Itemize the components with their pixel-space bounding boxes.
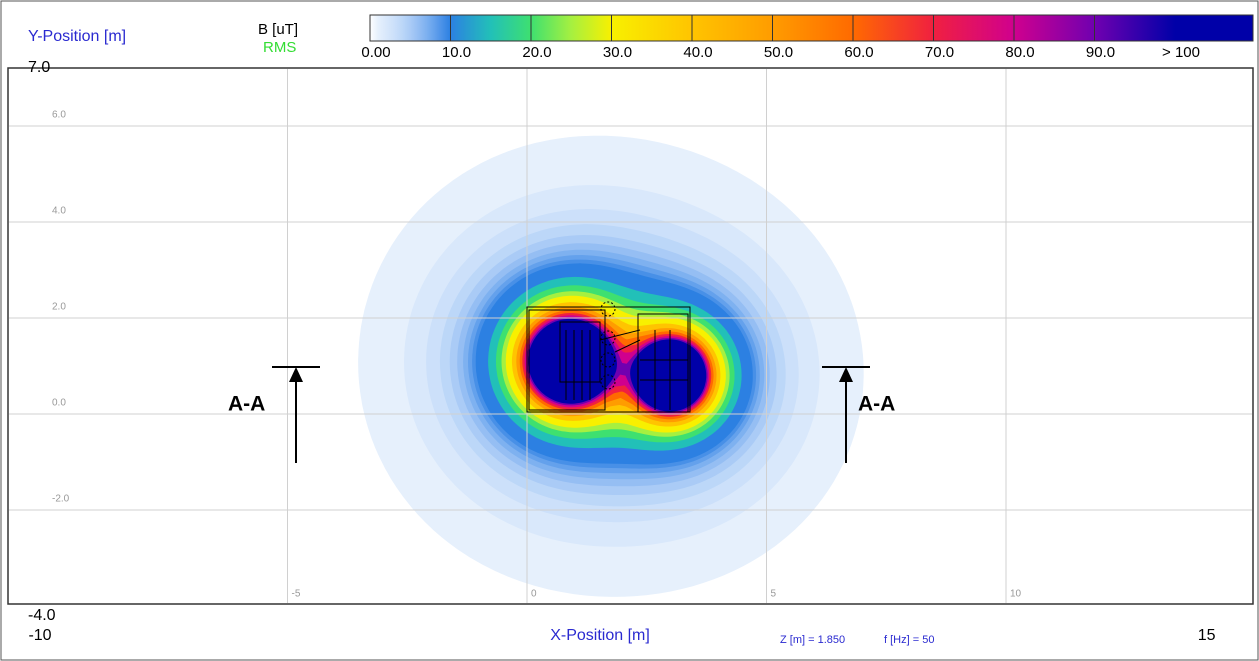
colorbar-tick-label: 50.0 [764, 44, 793, 61]
colorbar-tick-label: 60.0 [844, 44, 873, 61]
y-tick-label: -4.0 [28, 607, 56, 624]
colorbar-tick-label: 20.0 [522, 44, 551, 61]
colorbar-tick-label: 10.0 [442, 44, 471, 61]
y-tick-label: -2.0 [52, 494, 70, 505]
section-label: A-A [858, 393, 895, 416]
z-annotation: Z [m] = 1.850 [780, 634, 845, 646]
x-tick-label: 5 [771, 589, 777, 600]
x-axis-label: X-Position [m] [550, 627, 650, 644]
y-tick-label: 7.0 [28, 59, 50, 76]
equipment [526, 301, 691, 413]
y-tick-label: 0.0 [52, 398, 66, 409]
section-marker [272, 366, 870, 463]
x-tick-label: 0 [531, 589, 537, 600]
colorbar-tick-label: 70.0 [925, 44, 954, 61]
contour-band [528, 318, 707, 412]
x-tick-label: 10 [1010, 589, 1022, 600]
colorbar-tick-label: 40.0 [683, 44, 712, 61]
y-tick-label: 6.0 [52, 110, 66, 121]
grid [9, 69, 1252, 603]
plot-frame [7, 67, 1254, 605]
x-tick-label: 15 [1198, 627, 1216, 644]
colorbar-tick-label: > 100 [1162, 44, 1200, 61]
x-tick-label: -10 [28, 627, 51, 644]
section-label: A-A [228, 393, 265, 416]
f-annotation: f [Hz] = 50 [884, 634, 934, 646]
colorbar-tick-label: 90.0 [1086, 44, 1115, 61]
y-tick-label: 2.0 [52, 302, 66, 313]
colorbar-tick-label: 80.0 [1005, 44, 1034, 61]
y-tick-label: 4.0 [52, 206, 66, 217]
field [358, 135, 864, 597]
y-axis-label: Y-Position [m] [28, 28, 126, 45]
colorbar-ticks: 0.00 10.0 20.0 30.0 40.0 50.0 60.0 70.0 80.0 90.0… [361, 15, 1200, 61]
colorbar-tick-label: 30.0 [603, 44, 632, 61]
colorbar-tick-label: 0.00 [361, 44, 390, 61]
quantity-label: B [uT] [258, 21, 298, 38]
mode-label: RMS [263, 39, 296, 56]
x-tick-label: -5 [292, 589, 301, 600]
colorbar [369, 14, 1254, 42]
